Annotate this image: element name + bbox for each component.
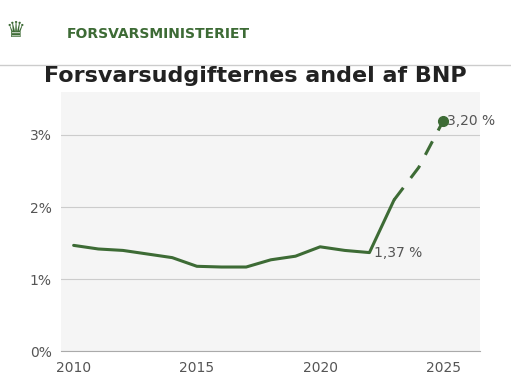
Text: Forsvarsudgifternes andel af BNP: Forsvarsudgifternes andel af BNP: [44, 66, 467, 86]
Text: FORSVARSMINISTERIET: FORSVARSMINISTERIET: [66, 28, 249, 41]
Text: 3,20 %: 3,20 %: [447, 113, 495, 128]
Text: ♛: ♛: [5, 21, 26, 41]
Text: 1,37 %: 1,37 %: [375, 246, 423, 260]
